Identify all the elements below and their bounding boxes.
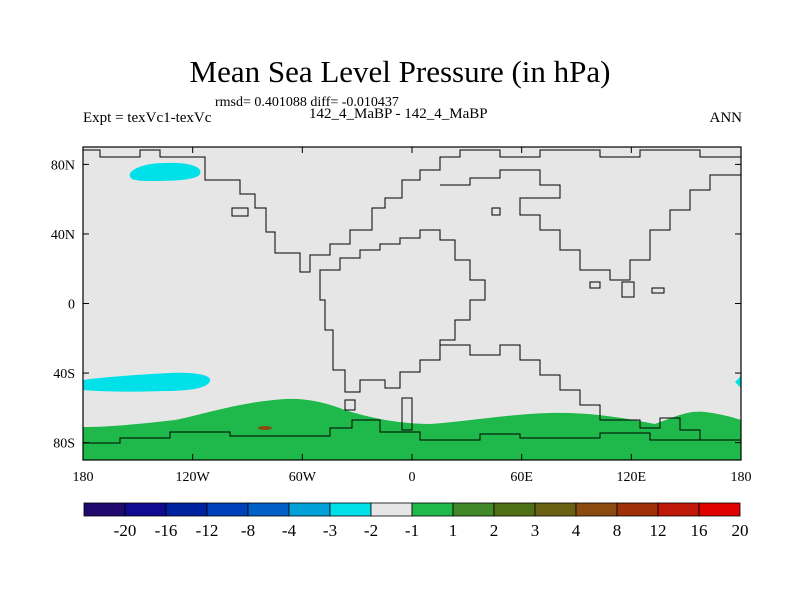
colorbar-label: 1 (449, 521, 458, 540)
colorbar-swatch (206, 502, 249, 517)
y-tick-label: 80S (53, 437, 75, 452)
coastlines (82, 147, 741, 444)
colorbar-swatch (165, 502, 208, 517)
small-positive-patch (258, 426, 272, 430)
colorbar-swatch (698, 502, 741, 517)
coast-island-4 (491, 207, 501, 216)
colorbar-label: -3 (323, 521, 337, 540)
coast-island-1 (231, 207, 249, 217)
north-pacific-negative-fill (129, 162, 201, 181)
x-tick-label: 0 (409, 470, 416, 485)
x-tick-label: 60E (510, 470, 533, 485)
experiment-label: Expt = texVc1-texVc (83, 110, 212, 126)
colorbar-label: -8 (241, 521, 255, 540)
colorbar-label: 3 (531, 521, 540, 540)
coast-island-2 (344, 399, 356, 411)
colorbar-swatch (657, 502, 700, 517)
colorbar-label: 12 (650, 521, 667, 540)
colorbar-swatch (124, 502, 167, 517)
colorbar-swatch (83, 502, 126, 517)
colorbar-swatch (370, 502, 413, 517)
x-tick-label: 120E (617, 470, 647, 485)
colorbar-label: -12 (196, 521, 219, 540)
y-tick-label: 80N (51, 158, 75, 173)
x-tick-label: 180 (731, 470, 752, 485)
coast-northern-continent (82, 147, 741, 273)
indian-ocean-edge-negative-fill (735, 376, 741, 388)
colorbar: -20 -16 -12 -8 -4 -3 -2 -1 1 2 3 4 8 12 16 20 (83, 502, 749, 540)
colorbar-label: 8 (613, 521, 622, 540)
coast-island-3 (401, 397, 413, 431)
colorbar-label: -1 (405, 521, 419, 540)
colorbar-label: -16 (155, 521, 178, 540)
colorbar-swatch (329, 502, 372, 517)
coast-antarctica (83, 419, 741, 444)
y-tick-label: 0 (68, 298, 75, 313)
colorbar-label: 2 (490, 521, 499, 540)
colorbar-swatch (534, 502, 577, 517)
colorbar-swatch (575, 502, 618, 517)
colorbar-swatch (493, 502, 536, 517)
colorbar-swatch (616, 502, 659, 517)
coast-central-continent (319, 229, 486, 393)
colorbar-label: 4 (572, 521, 581, 540)
plot-title: Mean Sea Level Pressure (in hPa) (189, 54, 611, 89)
colorbar-swatch (288, 502, 331, 517)
y-tick-label: 40S (53, 367, 75, 382)
coast-island-6 (621, 281, 635, 298)
stats-line: rmsd= 0.401088 diff= -0.010437 (215, 95, 399, 110)
coast-island-5 (589, 281, 601, 289)
colorbar-swatch (411, 502, 454, 517)
colorbar-label: -20 (114, 521, 137, 540)
colorbar-swatch (452, 502, 495, 517)
y-tick-label: 40N (51, 228, 75, 243)
x-tick-label: 180 (73, 470, 94, 485)
coast-eastern-continent (440, 169, 741, 281)
x-tick-label: 60W (289, 470, 317, 485)
south-pacific-negative-fill (83, 372, 211, 392)
x-tick-label: 120W (176, 470, 211, 485)
colorbar-label: 16 (691, 521, 708, 540)
case-label: 142_4_MaBP - 142_4_MaBP (309, 106, 488, 122)
season-label: ANN (709, 110, 743, 126)
colorbar-label: 20 (732, 521, 749, 540)
map-axes: 180 120W 60W 0 60E 120E 180 80N 40N 0 40S 80S (51, 147, 752, 485)
coast-island-7 (651, 287, 665, 294)
coast-southern-continent (440, 344, 701, 440)
colorbar-swatch (247, 502, 290, 517)
colorbar-label: -2 (364, 521, 378, 540)
colorbar-label: -4 (282, 521, 297, 540)
